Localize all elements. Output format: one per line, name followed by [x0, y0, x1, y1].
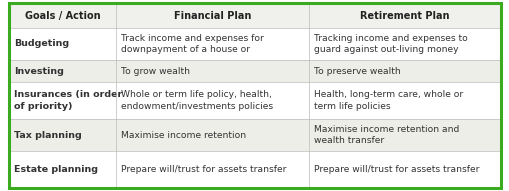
Text: Retirement Plan: Retirement Plan [359, 11, 448, 21]
Bar [116, 3, 308, 28]
Text: Financial Plan: Financial Plan [174, 11, 250, 21]
Text: Tracking income and expenses to
guard against out-living money: Tracking income and expenses to guard ag… [313, 34, 467, 54]
Text: Maximise income retention and
wealth transfer: Maximise income retention and wealth tra… [313, 125, 458, 145]
Text: Maximise income retention: Maximise income retention [121, 131, 246, 140]
Bar [116, 28, 308, 60]
Text: Insurances (in order
of priority): Insurances (in order of priority) [14, 90, 122, 111]
Bar [308, 151, 500, 188]
Text: Prepare will/trust for assets transfer: Prepare will/trust for assets transfer [313, 165, 478, 174]
Bar [116, 151, 308, 188]
Text: To grow wealth: To grow wealth [121, 66, 190, 75]
Bar [9, 60, 116, 82]
Text: Estate planning: Estate planning [14, 165, 98, 174]
Bar [116, 119, 308, 151]
Text: Goals / Action: Goals / Action [25, 11, 100, 21]
Text: Track income and expenses for
downpayment of a house or: Track income and expenses for downpaymen… [121, 34, 264, 54]
Bar [9, 3, 116, 28]
Bar [9, 119, 116, 151]
Text: Investing: Investing [14, 66, 64, 75]
Bar [116, 82, 308, 119]
Bar [9, 151, 116, 188]
Bar [308, 82, 500, 119]
Bar [116, 60, 308, 82]
Text: Tax planning: Tax planning [14, 131, 82, 140]
Text: Budgeting: Budgeting [14, 40, 69, 49]
Bar [9, 28, 116, 60]
Bar [308, 28, 500, 60]
Bar [308, 60, 500, 82]
Text: Prepare will/trust for assets transfer: Prepare will/trust for assets transfer [121, 165, 287, 174]
Bar [308, 119, 500, 151]
Text: Health, long-term care, whole or
term life policies: Health, long-term care, whole or term li… [313, 90, 462, 111]
Bar [308, 3, 500, 28]
Text: To preserve wealth: To preserve wealth [313, 66, 400, 75]
Text: Whole or term life policy, health,
endowment/investments policies: Whole or term life policy, health, endow… [121, 90, 273, 111]
Bar [9, 82, 116, 119]
